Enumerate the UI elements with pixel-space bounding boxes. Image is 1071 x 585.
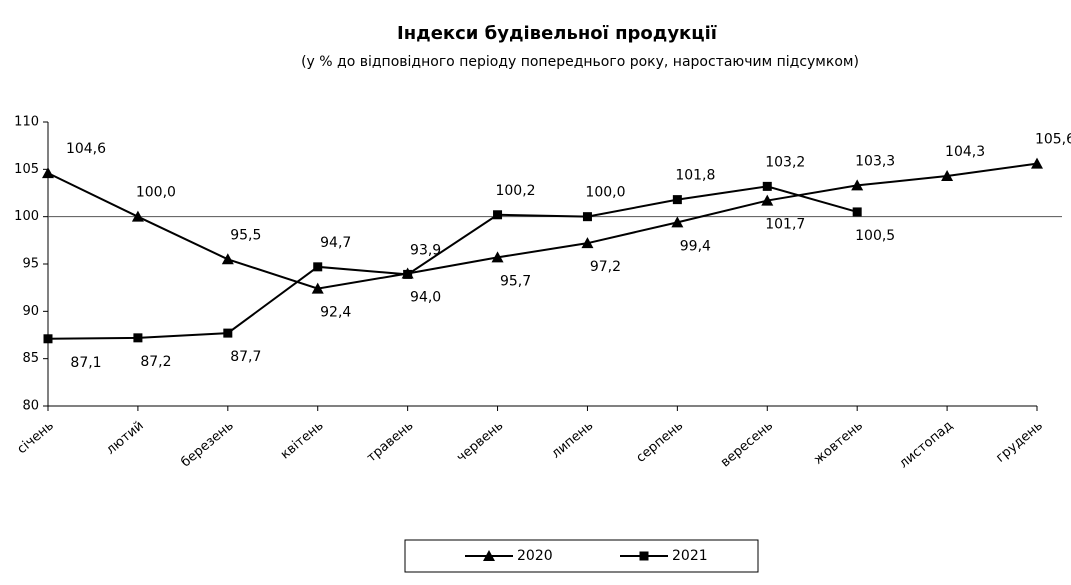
data-label: 94,7 (320, 235, 351, 251)
y-tick-label: 85 (22, 351, 39, 366)
legend-label: 2020 (517, 548, 553, 564)
marker-triangle (851, 179, 864, 191)
marker-square (133, 333, 143, 343)
marker-triangle (483, 550, 495, 561)
data-label: 87,2 (140, 354, 171, 370)
data-label: 95,7 (500, 273, 531, 289)
marker-square (493, 210, 503, 220)
legend: 2020 2021 (404, 539, 759, 573)
chart-title: Індекси будівельної продукції (397, 23, 717, 44)
marker-triangle (761, 194, 774, 206)
chart-subtitle: (у % до відповідного періоду попередньог… (301, 54, 859, 70)
y-tick-label: 90 (22, 304, 39, 319)
y-tick-label: 105 (14, 162, 39, 177)
marker-triangle (491, 251, 504, 263)
marker-square (762, 181, 772, 191)
data-label: 95,5 (230, 227, 261, 243)
series-line (47, 185, 858, 340)
y-tick-label: 80 (22, 399, 39, 414)
data-label: 104,3 (945, 144, 985, 160)
marker-triangle (131, 210, 144, 222)
data-label: 100,0 (136, 185, 176, 201)
marker-triangle (671, 216, 684, 228)
data-label: 99,4 (680, 238, 711, 254)
data-label: 103,2 (765, 154, 805, 170)
marker-square (403, 269, 413, 279)
data-label: 92,4 (320, 305, 351, 321)
data-label: 100,0 (585, 185, 625, 201)
data-label: 100,2 (495, 183, 535, 199)
marker-triangle (941, 169, 954, 181)
data-label: 87,7 (230, 349, 261, 365)
marker-triangle (221, 253, 234, 265)
data-label: 104,6 (66, 141, 106, 157)
marker-triangle (581, 237, 594, 249)
data-label: 94,0 (410, 289, 441, 305)
marker-triangle (1031, 157, 1043, 169)
y-tick-label: 110 (14, 115, 39, 130)
marker-square (672, 195, 682, 205)
data-label: 100,5 (855, 228, 895, 244)
legend-label: 2021 (672, 548, 708, 564)
data-label: 93,9 (410, 242, 441, 258)
marker-square (639, 551, 649, 561)
y-tick-label: 95 (22, 257, 39, 272)
data-label: 97,2 (590, 259, 621, 275)
data-label: 101,8 (675, 168, 715, 184)
series-line (47, 162, 1038, 290)
data-label: 101,7 (765, 217, 805, 233)
marker-square (43, 334, 53, 344)
marker-square (313, 262, 323, 272)
marker-square (852, 207, 862, 217)
marker-triangle (42, 167, 54, 179)
marker-square (223, 328, 233, 338)
data-label: 103,3 (855, 153, 895, 169)
marker-triangle (311, 282, 324, 294)
legend-box (404, 539, 759, 573)
y-tick-label: 100 (14, 209, 39, 224)
data-label: 87,1 (70, 355, 101, 371)
data-label: 105,6 (1035, 132, 1071, 148)
marker-square (582, 212, 592, 222)
